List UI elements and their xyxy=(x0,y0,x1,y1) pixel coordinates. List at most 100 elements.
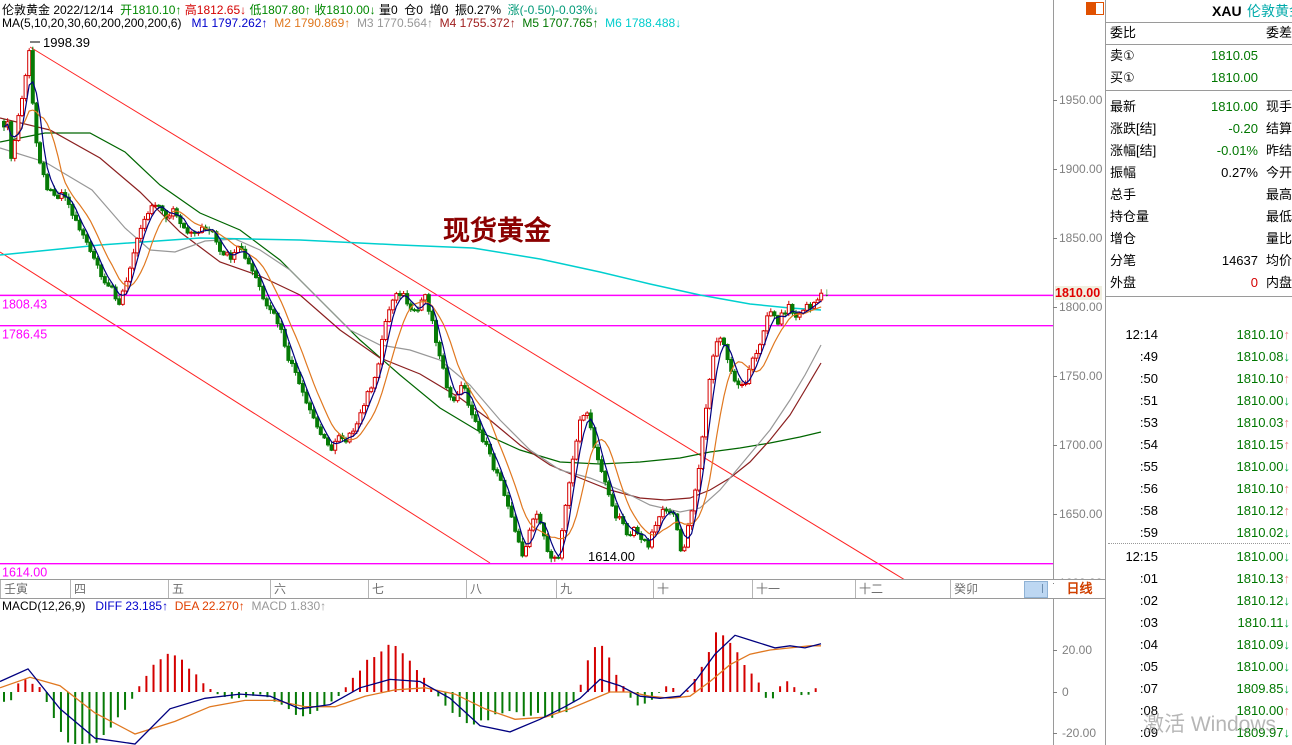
text-segment: 开1810.10↑ xyxy=(120,3,185,17)
symbol-header[interactable]: XAU 伦敦黄金 xyxy=(1106,0,1292,23)
candle-body xyxy=(182,223,186,229)
candle-body xyxy=(444,367,449,389)
candle-body xyxy=(311,409,316,419)
candle-body xyxy=(610,494,615,507)
text-segment: M2 1790.869↑ xyxy=(274,16,357,30)
tick-time: 12:14 xyxy=(1125,327,1158,342)
date-axis-label[interactable]: 十 xyxy=(653,580,669,598)
trendline[interactable] xyxy=(0,251,491,564)
down-arrow-icon: ↓ xyxy=(1283,549,1291,564)
candle-body xyxy=(693,489,698,512)
candle-body xyxy=(477,420,482,431)
hline-label: 1614.00 xyxy=(2,566,47,580)
candle-body xyxy=(772,311,777,317)
window-split-icon[interactable] xyxy=(1086,2,1104,15)
date-axis-label[interactable]: 七 xyxy=(368,580,384,598)
candle-body xyxy=(740,383,744,386)
candle-body xyxy=(567,482,572,506)
quote-value: 1810.00 xyxy=(1211,70,1258,85)
ma-line xyxy=(0,132,822,465)
date-axis[interactable]: 壬寅 四 五 六 七 八 九 十 十一 十二 癸卯 xyxy=(0,579,1054,599)
ma-line xyxy=(0,237,822,311)
quote-value: 0 xyxy=(1250,275,1258,290)
tick-row: :08 1810.00↑ xyxy=(1106,700,1292,722)
candle-body xyxy=(272,309,276,314)
date-axis-label[interactable]: 四 xyxy=(70,580,86,598)
period-selector[interactable]: 日线 xyxy=(1054,579,1105,599)
candle-body xyxy=(106,282,111,287)
tick-row: :03 1810.11↓ xyxy=(1106,612,1292,634)
symbol-code: XAU xyxy=(1212,3,1242,19)
down-arrow-icon: ↓ xyxy=(1283,459,1291,474)
quote-label-secondary: 昨结 xyxy=(1266,143,1292,158)
text-segment: DEA 22.270↑ xyxy=(174,599,252,613)
candle-body xyxy=(797,312,802,318)
candle-body xyxy=(351,430,356,434)
scrollbar-thumb[interactable] xyxy=(1024,581,1048,598)
candle-body xyxy=(815,299,820,304)
down-arrow-icon: ↓ xyxy=(1283,349,1291,364)
quote-value: -0.20 xyxy=(1228,121,1258,136)
candle-body xyxy=(45,174,50,191)
text-segment: 涨(-0.50)-0.03%↓ xyxy=(507,3,600,17)
text-segment: MA(5,10,20,30,60,200,200,200,6) xyxy=(2,16,192,30)
candle-body xyxy=(99,264,104,278)
text-segment: MACD(12,26,9) xyxy=(2,599,96,613)
quote-row: 分笔 14637 均价 xyxy=(1106,250,1292,272)
price-axis-label: 1900.00 xyxy=(1059,162,1103,176)
candle-body xyxy=(52,189,57,196)
candle-body xyxy=(12,139,17,159)
tick-price: 1810.10↑ xyxy=(1236,327,1291,342)
symbol-name: 伦敦黄金 xyxy=(1247,3,1292,19)
candle-body xyxy=(268,305,273,311)
peak-price-label: 1998.39 xyxy=(43,35,90,50)
ask-row: 卖① 1810.05 xyxy=(1106,45,1292,67)
candle-body xyxy=(308,402,312,411)
date-axis-label[interactable]: 十一 xyxy=(752,580,780,598)
date-axis-label[interactable]: 十二 xyxy=(855,580,883,598)
text-segment: MACD 1.830↑ xyxy=(251,599,327,613)
candle-body xyxy=(412,309,417,312)
tick-row: :09 1809.97↓ xyxy=(1106,722,1292,744)
tick-price: 1810.11↓ xyxy=(1237,615,1290,630)
down-arrow-icon: ↓ xyxy=(1283,525,1291,540)
tick-time: :51 xyxy=(1139,393,1158,408)
tick-row: :49 1810.08↓ xyxy=(1106,346,1292,368)
ma-values-line: MA(5,10,20,30,60,200,200,200,6) M1 1797.… xyxy=(2,16,1052,31)
text-segment: M5 1707.765↑ xyxy=(522,16,606,30)
candle-body xyxy=(2,120,6,128)
date-axis-label[interactable]: 五 xyxy=(168,580,184,598)
candle-body xyxy=(804,303,809,311)
split-left-pane xyxy=(1087,3,1095,14)
text-segment: M1 1797.262↑ xyxy=(191,16,275,30)
macd-axis-label: 20.00 xyxy=(1062,643,1093,657)
date-axis-label[interactable]: 九 xyxy=(556,580,572,598)
date-axis-label[interactable]: 八 xyxy=(466,580,482,598)
candle-body xyxy=(243,248,248,259)
panel-divider[interactable] xyxy=(1105,0,1106,745)
tick-time: 12:15 xyxy=(1125,549,1158,564)
tick-price: 1810.10↑ xyxy=(1236,371,1291,386)
candle-body xyxy=(297,371,302,385)
tick-price: 1810.00↓ xyxy=(1236,659,1291,674)
date-axis-label[interactable]: 壬寅 xyxy=(0,580,28,598)
candle-body xyxy=(142,218,147,229)
up-arrow-icon: ↑ xyxy=(1283,503,1291,518)
date-axis-label[interactable]: 癸卯 xyxy=(950,580,978,598)
candle-body xyxy=(516,530,521,543)
trendline[interactable] xyxy=(29,46,906,581)
price-axis-label: 1750.00 xyxy=(1059,369,1103,383)
macd-axis-tick xyxy=(1053,733,1057,734)
candle-body xyxy=(524,546,528,557)
candle-body xyxy=(315,417,320,428)
candle-body xyxy=(372,376,377,389)
candle-body xyxy=(747,368,752,385)
tick-price: 1810.15↑ xyxy=(1236,437,1291,452)
candle-body xyxy=(59,192,64,199)
candle-body xyxy=(95,257,100,266)
candle-body xyxy=(336,435,341,442)
quote-label-secondary: 今开 xyxy=(1266,165,1292,180)
date-axis-label[interactable]: 六 xyxy=(270,580,286,598)
candle-body xyxy=(329,444,334,451)
